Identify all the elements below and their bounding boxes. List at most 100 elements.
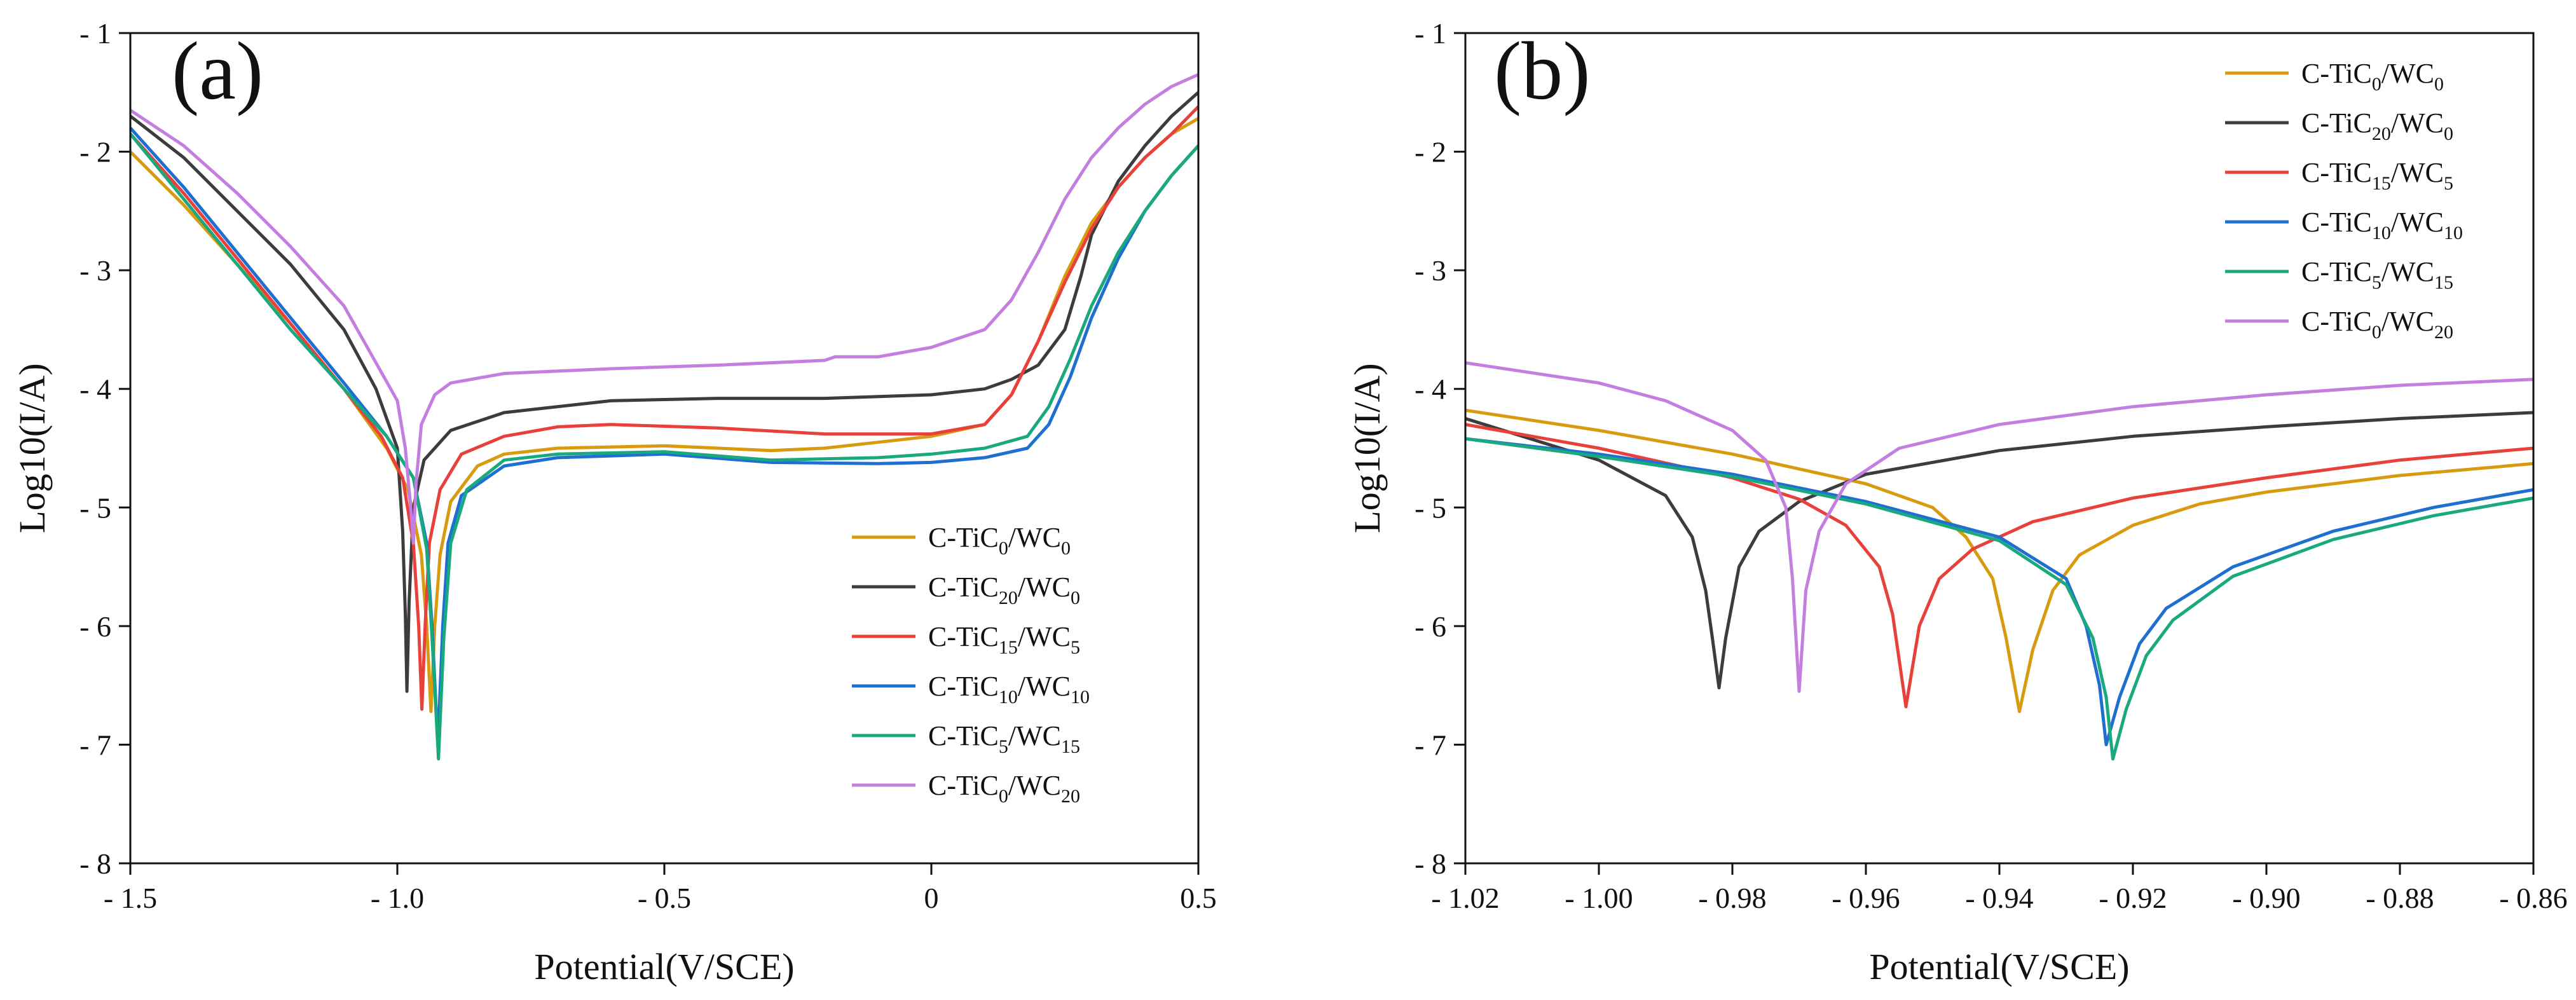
y-tick-label: - 4	[79, 373, 111, 406]
y-tick-label: - 8	[1415, 847, 1446, 880]
y-tick-label: - 1	[1415, 17, 1446, 50]
legend-label-base: C-TiC	[2301, 256, 2372, 287]
legend-label-sub2: 0	[1071, 587, 1080, 608]
series-line-c-tic0-wc20	[130, 73, 1198, 545]
series-line-c-tic10-wc10	[130, 127, 1198, 746]
legend-label-mid: /WC	[2391, 157, 2444, 188]
legend-label-sub2: 10	[2444, 223, 2463, 243]
legend-label-sub1: 20	[2372, 123, 2391, 144]
legend-label: C-TiC0/WC20	[928, 770, 1080, 807]
y-tick-label: - 2	[1415, 136, 1446, 168]
series-group	[130, 73, 1198, 761]
y-tick-label: - 7	[79, 729, 111, 761]
y-tick-label: - 6	[1415, 610, 1446, 643]
legend-label-sub2: 15	[1061, 736, 1080, 757]
x-tick-label: - 0.5	[638, 882, 691, 914]
legend-label-sub2: 5	[2444, 173, 2453, 194]
legend-label-mid: /WC	[2391, 207, 2444, 238]
legend-label-sub2: 15	[2434, 272, 2453, 293]
legend-label-base: C-TiC	[2301, 207, 2372, 238]
legend: C-TiC0/WC0C-TiC20/WC0C-TiC15/WC5C-TiC10/…	[852, 522, 1090, 807]
series-line-c-tic0-wc0	[130, 117, 1198, 713]
y-tick-label: - 5	[79, 491, 111, 524]
series-line-c-tic15-wc5	[130, 105, 1198, 711]
x-tick-label: - 0.94	[1965, 882, 2033, 914]
x-tick-label: 0	[924, 882, 939, 914]
x-tick-label: 0.5	[1180, 882, 1217, 914]
legend-label-mid: /WC	[1018, 671, 1071, 702]
legend-label: C-TiC0/WC0	[928, 522, 1071, 559]
legend-label-base: C-TiC	[928, 522, 999, 553]
legend-label-sub2: 0	[2444, 123, 2453, 144]
legend-label: C-TiC15/WC5	[928, 621, 1080, 658]
legend-label-sub2: 20	[2434, 322, 2453, 343]
legend-label-sub1: 20	[999, 587, 1018, 608]
legend-label-mid: /WC	[1008, 770, 1061, 801]
legend-label-sub1: 0	[2372, 322, 2381, 343]
legend-label-mid: /WC	[1008, 522, 1061, 553]
legend-label-sub2: 0	[1061, 538, 1071, 559]
x-tick-label: - 1.0	[371, 882, 424, 914]
y-tick-label: - 2	[79, 136, 111, 168]
legend-label: C-TiC15/WC5	[2301, 157, 2453, 194]
legend-label: C-TiC20/WC0	[2301, 107, 2453, 144]
legend-label-sub2: 5	[1071, 637, 1080, 658]
legend-label-base: C-TiC	[928, 770, 999, 801]
x-tick-label: - 1.00	[1565, 882, 1633, 914]
legend-label-mid: /WC	[1018, 572, 1071, 603]
x-tick-label: - 0.96	[1832, 882, 1900, 914]
series-line-c-tic0-wc20	[1465, 361, 2533, 693]
y-tick-label: - 6	[79, 610, 111, 643]
x-tick-label: - 0.98	[1698, 882, 1766, 914]
legend-label-mid: /WC	[2381, 58, 2434, 89]
y-tick-label: - 8	[79, 847, 111, 880]
legend-label: C-TiC5/WC15	[2301, 256, 2453, 293]
y-tick-label: - 7	[1415, 729, 1446, 761]
panel-label: (b)	[1494, 25, 1591, 117]
legend-label: C-TiC10/WC10	[928, 671, 1090, 708]
legend-label-sub1: 0	[999, 786, 1008, 807]
x-tick-label: - 1.5	[104, 882, 157, 914]
y-tick-label: - 1	[79, 17, 111, 50]
series-line-c-tic5-wc15	[1465, 437, 2533, 761]
legend-label: C-TiC10/WC10	[2301, 207, 2463, 243]
legend-label-mid: /WC	[2381, 256, 2434, 287]
series-line-c-tic10-wc10	[1465, 437, 2533, 746]
x-tick-label: - 1.02	[1431, 882, 1499, 914]
legend-label: C-TiC0/WC0	[2301, 58, 2444, 95]
legend-label-sub1: 10	[999, 687, 1018, 708]
x-tick-label: - 0.86	[2499, 882, 2567, 914]
series-line-c-tic5-wc15	[130, 133, 1198, 761]
panel-a-chart: - 1.5 - 1.0 - 0.5 0 0.5 - 8 - 7 - 6 - 5 - 4 - 3 - 2…	[11, 17, 1217, 987]
legend-label-base: C-TiC	[928, 572, 999, 603]
legend-label-base: C-TiC	[928, 621, 999, 652]
x-axis-title: Potential(V/SCE)	[1869, 946, 2129, 987]
legend-label-base: C-TiC	[2301, 58, 2372, 89]
legend-label-sub1: 15	[999, 637, 1018, 658]
legend-label-sub2: 0	[2434, 74, 2444, 95]
legend: C-TiC0/WC0C-TiC20/WC0C-TiC15/WC5C-TiC10/…	[2225, 58, 2463, 343]
series-line-c-tic15-wc5	[1465, 423, 2533, 709]
y-tick-label: - 4	[1415, 373, 1446, 406]
legend-label: C-TiC5/WC15	[928, 720, 1080, 757]
legend-label-sub1: 5	[2372, 272, 2381, 293]
y-axis-title: Log10(I/A)	[1346, 363, 1388, 533]
y-tick-label: - 3	[1415, 254, 1446, 287]
series-group	[1465, 361, 2533, 761]
x-tick-label: - 0.90	[2232, 882, 2300, 914]
legend-label-sub2: 10	[1071, 687, 1090, 708]
legend-label-sub2: 20	[1061, 786, 1080, 807]
series-line-c-tic20-wc0	[1465, 411, 2533, 690]
legend-label-base: C-TiC	[928, 720, 999, 751]
legend-label-base: C-TiC	[2301, 157, 2372, 188]
legend-label-mid: /WC	[1008, 720, 1061, 751]
legend-label-base: C-TiC	[928, 671, 999, 702]
series-line-c-tic20-wc0	[130, 91, 1198, 693]
y-tick-label: - 5	[1415, 491, 1446, 524]
y-tick-label: - 3	[79, 254, 111, 287]
legend-label-base: C-TiC	[2301, 107, 2372, 139]
legend-label-sub1: 5	[999, 736, 1008, 757]
legend-label-sub1: 0	[2372, 74, 2381, 95]
panel-label: (a)	[172, 25, 263, 117]
